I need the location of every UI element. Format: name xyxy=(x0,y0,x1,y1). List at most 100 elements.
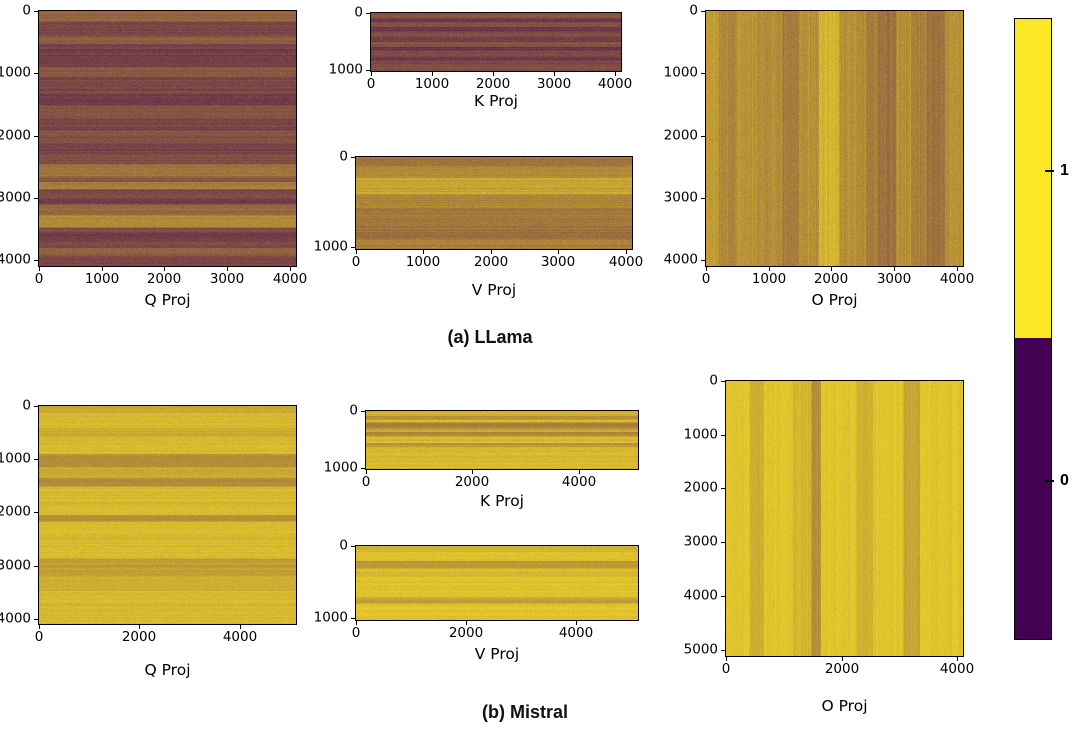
y-tick-label: 0 xyxy=(689,2,698,19)
y-tick-label: 2000 xyxy=(0,503,31,520)
plot-title: Q Proj xyxy=(144,291,191,309)
x-tick-mark xyxy=(615,72,616,76)
plot-title: O Proj xyxy=(821,697,868,715)
x-tick-mark xyxy=(164,267,165,271)
y-tick-label: 0 xyxy=(22,2,31,19)
x-tick-label: 1000 xyxy=(405,254,441,270)
x-tick-label: 2000 xyxy=(454,474,490,490)
x-tick-mark xyxy=(432,72,433,76)
x-tick-mark xyxy=(576,621,577,625)
y-tick-label: 4000 xyxy=(0,251,31,268)
y-tick-label: 0 xyxy=(339,537,348,554)
x-tick-label: 4000 xyxy=(222,629,258,645)
y-tick-mark xyxy=(34,459,38,460)
llama-k-heatmap-canvas xyxy=(371,13,621,71)
x-tick-label: 0 xyxy=(366,76,376,92)
y-tick-label: 4000 xyxy=(683,587,718,604)
y-tick-label: 0 xyxy=(339,148,348,165)
x-tick-mark xyxy=(466,621,467,625)
y-tick-mark xyxy=(34,198,38,199)
x-tick-label: 0 xyxy=(351,625,361,641)
y-tick-mark xyxy=(361,411,365,412)
x-tick-label: 0 xyxy=(351,254,361,270)
mistral-k-heatmap-canvas xyxy=(366,411,638,469)
y-tick-label: 2000 xyxy=(663,127,698,144)
llama-q-heatmap-canvas xyxy=(39,11,296,266)
plot-title: Q Proj xyxy=(144,661,191,679)
x-tick-label: 0 xyxy=(701,271,711,287)
y-tick-mark xyxy=(34,73,38,74)
plot-title: V Proj xyxy=(471,281,517,299)
x-tick-label: 4000 xyxy=(608,254,644,270)
x-tick-label: 1000 xyxy=(414,76,450,92)
x-tick-mark xyxy=(706,267,707,271)
heatmap-frame xyxy=(355,156,633,250)
y-tick-label: 0 xyxy=(22,397,31,414)
x-tick-label: 4000 xyxy=(939,271,975,287)
y-tick-mark xyxy=(34,512,38,513)
mistral-q-heatmap-canvas xyxy=(39,406,296,624)
y-tick-mark xyxy=(366,13,370,14)
y-tick-mark xyxy=(34,11,38,12)
colorbar-low-segment xyxy=(1015,338,1051,639)
x-tick-mark xyxy=(842,657,843,661)
colorbar-tick-high xyxy=(1045,170,1054,172)
x-tick-label: 2000 xyxy=(473,254,509,270)
x-tick-label: 2000 xyxy=(121,629,157,645)
y-tick-mark xyxy=(34,260,38,261)
y-tick-mark xyxy=(701,198,705,199)
y-tick-mark xyxy=(701,260,705,261)
y-tick-mark xyxy=(34,566,38,567)
plot-title: V Proj xyxy=(474,645,520,663)
y-tick-mark xyxy=(701,136,705,137)
x-tick-mark xyxy=(554,72,555,76)
y-tick-mark xyxy=(351,618,355,619)
x-tick-mark xyxy=(227,267,228,271)
y-tick-label: 1000 xyxy=(313,609,348,626)
x-tick-label: 2000 xyxy=(824,661,860,677)
x-tick-mark xyxy=(726,657,727,661)
y-tick-label: 2000 xyxy=(0,127,31,144)
caption-panel-b: (b) Mistral xyxy=(481,702,568,722)
x-tick-label: 4000 xyxy=(597,76,633,92)
colorbar-tick-low xyxy=(1045,480,1054,482)
y-tick-mark xyxy=(351,157,355,158)
heatmap-frame xyxy=(370,12,622,72)
x-tick-mark xyxy=(831,267,832,271)
y-tick-mark xyxy=(366,70,370,71)
x-tick-mark xyxy=(356,250,357,254)
y-tick-mark xyxy=(34,619,38,620)
y-tick-label: 3000 xyxy=(683,533,718,550)
y-tick-mark xyxy=(721,650,725,651)
y-tick-label: 3000 xyxy=(0,557,31,574)
x-tick-mark xyxy=(139,625,140,629)
llama-o-heatmap-canvas xyxy=(706,11,963,266)
x-tick-label: 4000 xyxy=(558,625,594,641)
x-tick-mark xyxy=(769,267,770,271)
x-tick-mark xyxy=(102,267,103,271)
y-tick-mark xyxy=(34,406,38,407)
colorbar-high-segment xyxy=(1015,19,1051,339)
x-tick-mark xyxy=(558,250,559,254)
x-tick-label: 4000 xyxy=(561,474,597,490)
y-tick-mark xyxy=(721,488,725,489)
mistral-o-heatmap-canvas xyxy=(726,381,963,656)
y-tick-label: 1000 xyxy=(328,61,363,78)
y-tick-label: 3000 xyxy=(0,189,31,206)
x-tick-label: 2000 xyxy=(813,271,849,287)
colorbar-label-high: 1 xyxy=(1060,162,1069,179)
y-tick-mark xyxy=(721,435,725,436)
llama-v-heatmap-canvas xyxy=(356,157,632,249)
x-tick-label: 3000 xyxy=(536,76,572,92)
plot-title: K Proj xyxy=(480,492,524,510)
y-tick-mark xyxy=(701,73,705,74)
y-tick-mark xyxy=(721,542,725,543)
x-tick-label: 3000 xyxy=(209,271,245,287)
x-tick-mark xyxy=(39,267,40,271)
y-tick-label: 1000 xyxy=(323,459,358,476)
colorbar: 1 0 xyxy=(1014,18,1069,640)
heatmap-frame xyxy=(365,410,639,470)
x-tick-mark xyxy=(957,657,958,661)
y-tick-label: 1000 xyxy=(663,64,698,81)
